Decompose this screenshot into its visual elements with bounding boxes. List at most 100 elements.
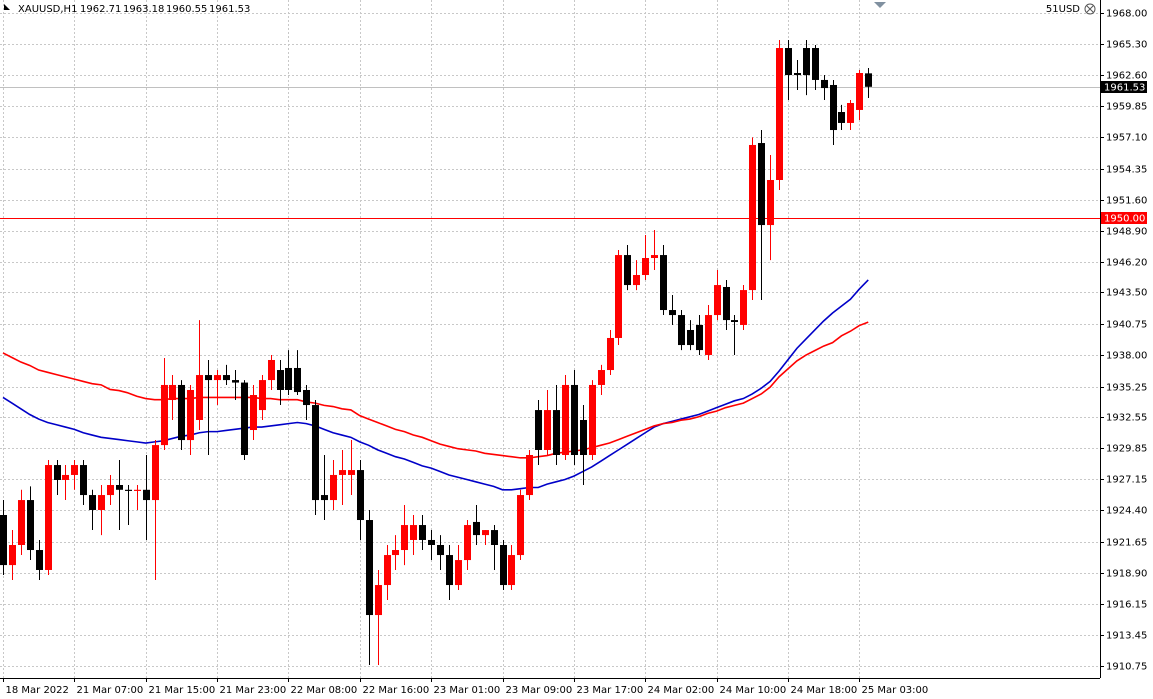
candle-body: [178, 384, 185, 441]
y-tick-label: 1938.00: [1106, 351, 1147, 362]
candle-body: [473, 521, 480, 536]
candle-body: [27, 500, 34, 551]
candle-body: [803, 48, 810, 76]
candle-body: [482, 530, 489, 536]
candle-body: [500, 545, 507, 586]
candle-body: [143, 489, 150, 501]
close-icon-stroke[interactable]: [1086, 5, 1094, 13]
candle-body: [714, 285, 721, 316]
x-tick-label: 23 Mar 17:00: [577, 685, 644, 696]
x-tick-label: 24 Mar 10:00: [720, 685, 787, 696]
y-tick-label: 1951.60: [1106, 196, 1147, 207]
y-tick-label: 1916.15: [1106, 600, 1147, 611]
x-tick-label: 22 Mar 16:00: [363, 685, 430, 696]
candle-body: [696, 324, 703, 351]
candle-body: [776, 48, 783, 180]
y-tick-label: 1962.60: [1106, 71, 1147, 82]
y-tick-label: 1968.00: [1106, 9, 1147, 20]
candle-body: [821, 79, 828, 89]
y-tick-label: 1921.65: [1106, 538, 1147, 549]
candle-body: [553, 410, 560, 456]
price-level-label: 1950.00: [1104, 214, 1145, 225]
candle-body: [232, 380, 239, 383]
candle-body: [740, 290, 747, 325]
price-level-box: [1101, 212, 1147, 224]
y-tick-label: 1935.25: [1106, 383, 1147, 394]
candle-body: [758, 143, 765, 226]
y-tick-label: 1918.90: [1106, 569, 1147, 580]
candle-body: [455, 560, 462, 586]
y-tick-label: 1924.40: [1106, 506, 1147, 517]
ohlc-high: 1963.18: [123, 4, 164, 15]
close-button[interactable]: [1084, 3, 1096, 15]
candle-body: [80, 465, 87, 496]
corner-arrow: [4, 4, 10, 10]
candle-body: [196, 375, 203, 420]
symbol: XAUUSD,H1: [18, 4, 77, 15]
candle-body: [71, 465, 78, 475]
ohlc-open: 1962.71: [80, 4, 121, 15]
x-tick-label: 22 Mar 08:00: [291, 685, 358, 696]
y-tick-label: 1959.85: [1106, 102, 1147, 113]
price-level-label: 1961.53: [1104, 83, 1145, 94]
candle-body: [571, 384, 578, 456]
y-tick-label: 1943.50: [1106, 288, 1147, 299]
candle-body: [330, 474, 337, 501]
candle-body: [384, 555, 391, 586]
candle-body: [401, 525, 408, 551]
y-tick-label: 1932.55: [1106, 413, 1147, 424]
candle-body: [767, 179, 774, 226]
candle-body: [669, 310, 676, 316]
candle-body: [580, 419, 587, 456]
candle-body: [598, 370, 605, 385]
candle-body: [419, 525, 426, 540]
candle-body: [187, 389, 194, 441]
candle-body: [152, 445, 159, 501]
candle-body: [437, 545, 444, 556]
candle-body: [464, 525, 471, 561]
candle-body: [838, 112, 845, 123]
close-icon[interactable]: [1084, 3, 1096, 15]
account-label: 51USD: [1046, 4, 1080, 15]
candle-body: [446, 555, 453, 586]
price-level-box: [1101, 81, 1147, 93]
x-tick-label: 25 Mar 03:00: [862, 685, 929, 696]
candle-body: [660, 255, 667, 311]
candle-body: [107, 485, 114, 496]
y-tick-label: 1946.20: [1106, 258, 1147, 269]
candle-body: [312, 405, 319, 501]
candle-body: [687, 329, 694, 346]
candle-body: [116, 485, 123, 490]
candle-body: [54, 465, 61, 480]
x-tick-label: 21 Mar 07:00: [77, 685, 144, 696]
candle-body: [36, 550, 43, 570]
candle-body: [392, 550, 399, 556]
y-tick-label: 1957.10: [1106, 133, 1147, 144]
candle-body: [830, 84, 837, 131]
candle-body: [785, 48, 792, 76]
candle-body: [535, 410, 542, 450]
x-tick-label: 24 Mar 18:00: [791, 685, 858, 696]
candle-body: [508, 555, 515, 586]
candle-body: [526, 455, 533, 496]
candle-body: [259, 380, 266, 411]
candle-body: [134, 489, 141, 491]
x-tick-label: 23 Mar 09:00: [506, 685, 573, 696]
candle-body: [339, 470, 346, 475]
candle-body: [169, 384, 176, 401]
candle-body: [375, 585, 382, 616]
candle-body: [366, 520, 373, 616]
candle-body: [678, 315, 685, 346]
candle-body: [865, 73, 872, 87]
x-tick-label: 23 Mar 01:00: [434, 685, 501, 696]
candle-body: [98, 495, 105, 510]
x-tick-label: 24 Mar 02:00: [648, 685, 715, 696]
y-tick-label: 1948.90: [1106, 227, 1147, 238]
candle-body: [250, 395, 257, 431]
candle-body: [161, 384, 168, 446]
candle-body: [847, 103, 854, 123]
candle-body: [410, 525, 417, 540]
ohlc-close: 1961.53: [209, 4, 250, 15]
